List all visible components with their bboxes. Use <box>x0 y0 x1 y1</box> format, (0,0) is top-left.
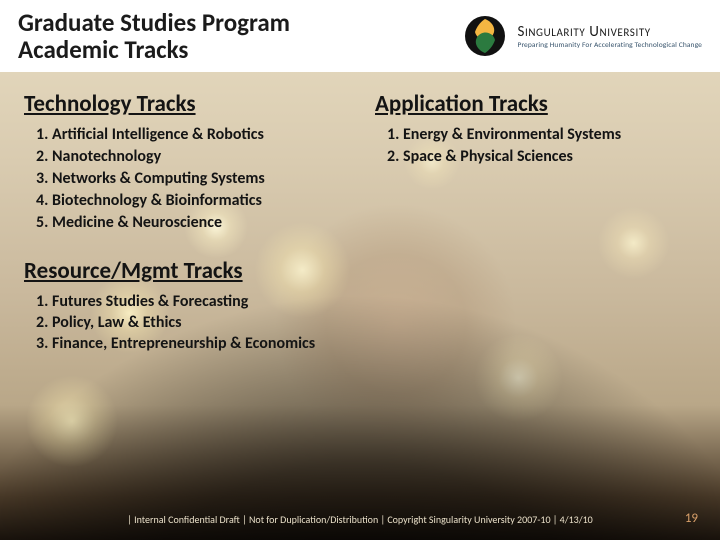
resource-list: Futures Studies & Forecasting Policy, La… <box>24 291 696 354</box>
slide-title: Graduate Studies Program Academic Tracks <box>18 9 290 63</box>
application-tracks-column: Application Tracks Energy & Environmenta… <box>375 90 696 235</box>
list-item: Medicine & Neuroscience <box>52 212 345 233</box>
title-line-2: Academic Tracks <box>18 36 290 63</box>
org-logo: Singularity University Preparing Humanit… <box>463 14 702 58</box>
list-item: Energy & Environmental Systems <box>403 124 696 145</box>
logo-text: Singularity University Preparing Humanit… <box>517 23 702 50</box>
list-item: Networks & Computing Systems <box>52 168 345 189</box>
resource-heading: Resource/Mgmt Tracks <box>24 257 696 285</box>
main-columns: Technology Tracks Artificial Intelligenc… <box>0 72 720 235</box>
list-item: Nanotechnology <box>52 146 345 167</box>
list-item: Space & Physical Sciences <box>403 146 696 167</box>
application-list: Energy & Environmental Systems Space & P… <box>375 124 696 167</box>
list-item: Finance, Entrepreneurship & Economics <box>52 333 696 354</box>
logo-name: Singularity University <box>517 23 702 41</box>
technology-tracks-column: Technology Tracks Artificial Intelligenc… <box>24 90 345 235</box>
list-item: Artificial Intelligence & Robotics <box>52 124 345 145</box>
technology-list: Artificial Intelligence & Robotics Nanot… <box>24 124 345 234</box>
application-heading: Application Tracks <box>375 90 696 118</box>
list-item: Futures Studies & Forecasting <box>52 291 696 312</box>
list-item: Policy, Law & Ethics <box>52 312 696 333</box>
logo-tagline: Preparing Humanity For Accelerating Tech… <box>517 41 702 50</box>
logo-mark-icon <box>463 14 507 58</box>
title-line-1: Graduate Studies Program <box>18 9 290 36</box>
page-number: 19 <box>685 511 698 526</box>
list-item: Biotechnology & Bioinformatics <box>52 190 345 211</box>
header-bar: Graduate Studies Program Academic Tracks… <box>0 0 720 72</box>
resource-tracks-section: Resource/Mgmt Tracks Futures Studies & F… <box>0 235 720 354</box>
technology-heading: Technology Tracks <box>24 90 345 118</box>
footer-text: | Internal Confidential Draft | Not for … <box>0 513 720 526</box>
